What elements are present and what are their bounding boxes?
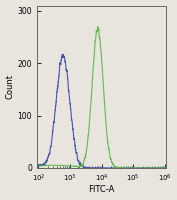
X-axis label: FITC-A: FITC-A (88, 185, 115, 194)
Y-axis label: Count: Count (5, 74, 15, 99)
